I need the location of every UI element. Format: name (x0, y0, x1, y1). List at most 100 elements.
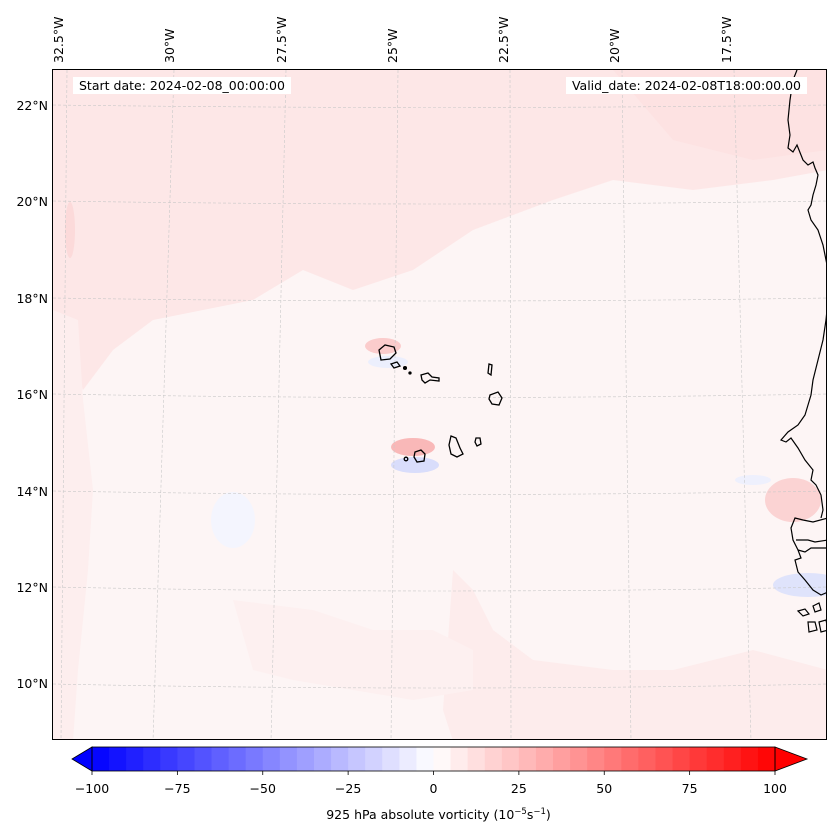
island-sao-nicolau (420, 372, 440, 384)
colorbar-segment (604, 747, 622, 771)
colorbar-segment (399, 747, 418, 771)
bijagos-islands-3 (807, 621, 818, 633)
positive-band-north (53, 70, 826, 390)
colorbar-segment (228, 747, 247, 771)
cb-tick-label-neg100: −100 (74, 781, 110, 796)
positive-band-south (443, 570, 826, 739)
valid-date-label: Valid_date: 2024-02-08T18:00:00.00 (565, 77, 807, 94)
colorbar-segment (757, 747, 776, 771)
colorbar-segment (416, 747, 435, 771)
lon-label-22-5w: 22.5°W (496, 16, 511, 63)
colorbar-segment (279, 747, 298, 771)
lon-label-32-5w: 32.5°W (51, 16, 66, 63)
negative-patch-ocean (211, 492, 255, 548)
colorbar-segment (160, 747, 178, 771)
map-panel (52, 69, 827, 740)
island-boa-vista (488, 391, 503, 406)
island-sal (487, 363, 493, 377)
cb-tick-label-75: 75 (681, 781, 698, 796)
coastline-gambia-guinea (790, 517, 826, 596)
lat-label-20n: 20°N (16, 194, 48, 209)
colorbar-title-prefix: 925 hPa absolute vorticity (10 (326, 807, 515, 823)
vorticity-field-map (53, 70, 826, 739)
meridian-27-5w (270, 70, 287, 739)
colorbar-segment (587, 747, 605, 771)
meridian-25w (390, 70, 399, 739)
colorbar-segment (143, 747, 161, 771)
colorbar-segment (109, 747, 127, 771)
colorbar-segment (655, 747, 674, 771)
island-sao-vicente (389, 361, 402, 369)
colorbar-segment (348, 747, 366, 771)
cb-tick-label-neg75: −75 (164, 781, 191, 796)
colorbar-segment (194, 747, 213, 771)
colorbar-segments (92, 747, 776, 771)
negative-coast-patch-2 (735, 475, 771, 485)
colorbar-segment (518, 747, 537, 771)
positive-coast-patch (765, 478, 821, 522)
bijagos-islands-1 (796, 608, 811, 617)
colorbar-segment (672, 747, 691, 771)
colorbar-segment (450, 747, 469, 771)
colorbar-segment (262, 747, 281, 771)
island-santa-luzia (402, 365, 408, 371)
lat-label-12n: 12°N (16, 580, 48, 595)
meridian-17-5w (733, 70, 752, 739)
island-fogo (413, 449, 426, 463)
negative-vorticity-areas (211, 356, 826, 597)
parallel-20n (53, 200, 826, 205)
positive-band-west-strip (53, 310, 93, 739)
colorbar-title-suffix: ) (545, 807, 551, 823)
colorbar-segment (331, 747, 349, 771)
colorbar-segment (689, 747, 708, 771)
island-raso (408, 371, 412, 375)
colorbar-segment (570, 747, 588, 771)
lat-label-16n: 16°N (16, 387, 48, 402)
colorbar-segment (535, 747, 554, 771)
cb-tick-label-50: 50 (596, 781, 613, 796)
positive-streak-west (65, 202, 75, 258)
colorbar-title-exp1: −5 (514, 807, 527, 817)
lon-label-27-5w: 27.5°W (274, 16, 289, 63)
parallel-14n (53, 490, 826, 495)
negative-coast-patch (773, 573, 826, 597)
colorbar-segment (433, 747, 452, 771)
start-date-label: Start date: 2024-02-08_00:00:00 (73, 77, 291, 94)
island-santo-antao (378, 344, 397, 361)
colorbar-extend-low (71, 746, 93, 772)
cape-verde-islands (378, 344, 503, 463)
negative-island-lee-2 (391, 457, 439, 473)
parallel-18n (53, 297, 826, 302)
meridian-22-5w (509, 70, 512, 739)
colorbar-title-exp2: −1 (533, 807, 546, 817)
colorbar-segment (126, 747, 144, 771)
colorbar-segment (553, 747, 571, 771)
meridian-32-5w (60, 70, 68, 739)
cb-tick-label-0: 0 (429, 781, 438, 796)
lat-label-18n: 18°N (16, 291, 48, 306)
lon-label-25w: 25°W (385, 28, 400, 63)
colorbar-segment (382, 747, 400, 771)
colorbar-segment (467, 747, 486, 771)
cb-tick-label-25: 25 (510, 781, 527, 796)
parallel-16n (53, 393, 826, 398)
colorbar-segment (740, 747, 759, 771)
west-africa-coastline (779, 70, 826, 633)
coastline-gambia-river (796, 539, 826, 543)
lon-label-17-5w: 17.5°W (719, 16, 734, 63)
colorbar-segment (92, 747, 110, 771)
lon-label-30w: 30°W (162, 28, 177, 63)
coastline-mauritania-senegal (779, 70, 826, 519)
lon-label-20w: 20°W (607, 28, 622, 63)
lat-label-10n: 10°N (16, 676, 48, 691)
island-brava (403, 456, 409, 462)
bijagos-islands-4 (818, 619, 826, 633)
coastline-casamance (797, 547, 826, 553)
colorbar-title: 925 hPa absolute vorticity (10−5s−1) (0, 807, 837, 822)
cb-tick-label-100: 100 (763, 781, 787, 796)
colorbar-segment (723, 747, 742, 771)
colorbar-segment (484, 747, 503, 771)
colorbar-segment (638, 747, 657, 771)
colorbar-outline (91, 746, 776, 772)
colorbar-segment (706, 747, 725, 771)
